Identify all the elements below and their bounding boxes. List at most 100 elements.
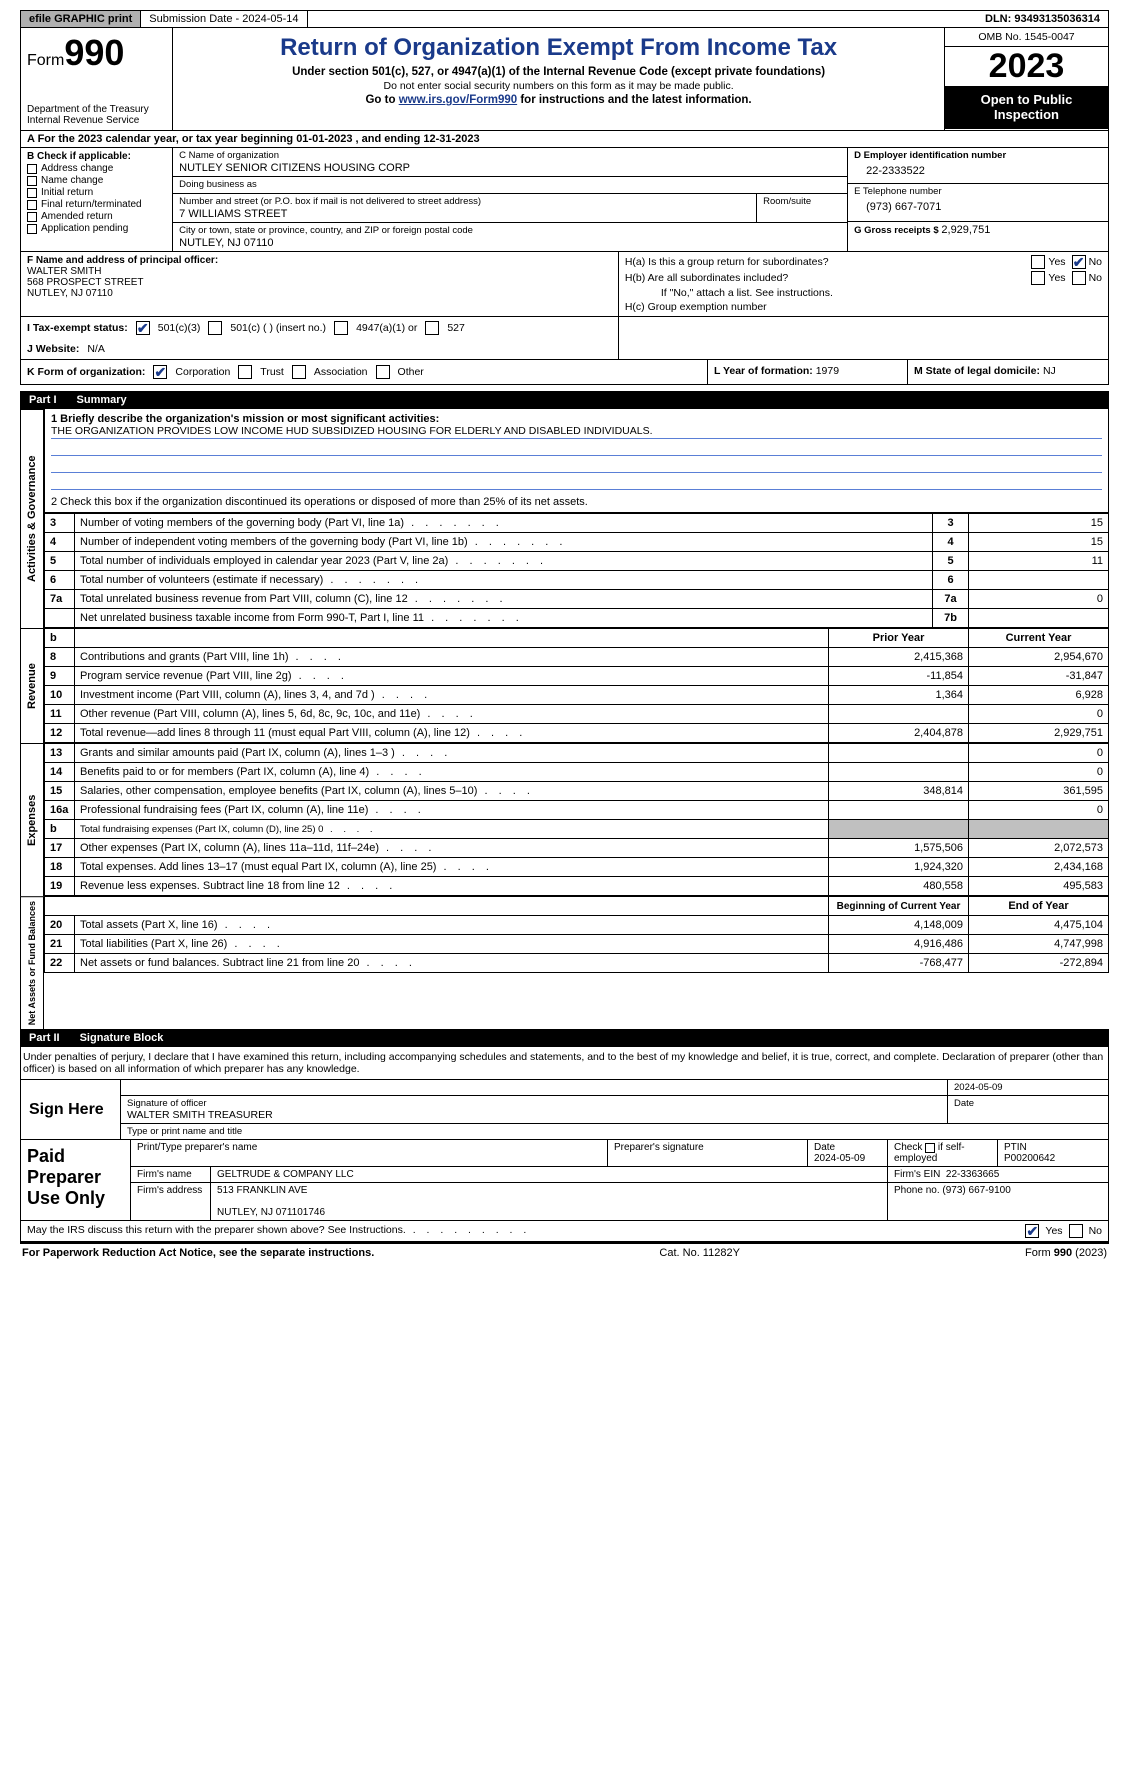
website-label: J Website: [27,343,79,355]
table-row: 9Program service revenue (Part VIII, lin… [45,667,1109,686]
table-row: 19Revenue less expenses. Subtract line 1… [45,877,1109,896]
website-value: N/A [87,343,105,355]
goto-line: Go to www.irs.gov/Form990 for instructio… [181,94,936,106]
city-state-zip: NUTLEY, NJ 07110 [179,236,841,249]
hdr-prior-year: Prior Year [829,629,969,648]
pp-sig-header: Preparer's signature [608,1140,808,1166]
table-row: 5Total number of individuals employed in… [45,552,1109,571]
form-header: Form990 Department of the Treasury Inter… [20,28,1109,131]
side-label-expenses: Expenses [20,743,44,896]
hdr-begin-year: Beginning of Current Year [829,897,969,916]
header-info-block: B Check if applicable: Address change Na… [20,148,1109,252]
527-checkbox[interactable] [425,321,439,335]
year-formation-label: L Year of formation: [714,365,813,377]
efile-print-button[interactable]: efile GRAPHIC print [21,11,141,27]
sign-date: 2024-05-09 [948,1080,1108,1095]
room-suite: Room/suite [757,194,847,222]
checkbox-address-change[interactable] [27,164,37,174]
hb-yes-checkbox[interactable] [1031,271,1045,285]
table-row: 6Total number of volunteers (estimate if… [45,571,1109,590]
trust-checkbox[interactable] [238,365,252,379]
cat-no: Cat. No. 11282Y [659,1247,740,1259]
gross-receipts-value: 2,929,751 [941,223,990,236]
part1-bar: Part I Summary [20,391,1109,409]
paid-preparer-label: Paid Preparer Use Only [21,1140,131,1220]
side-label-net-assets: Net Assets or Fund Balances [20,896,44,1029]
mission-text: THE ORGANIZATION PROVIDES LOW INCOME HUD… [51,425,1102,439]
pra-notice: For Paperwork Reduction Act Notice, see … [22,1247,374,1259]
assoc-checkbox[interactable] [292,365,306,379]
checkbox-name-change[interactable] [27,176,37,186]
501c-checkbox[interactable] [208,321,222,335]
irs-link[interactable]: www.irs.gov/Form990 [399,94,517,106]
checkbox-final-return[interactable] [27,200,37,210]
side-label-ag: Activities & Governance [20,409,44,628]
other-checkbox[interactable] [376,365,390,379]
line-2: 2 Check this box if the organization dis… [51,496,1102,508]
table-row: 8Contributions and grants (Part VIII, li… [45,648,1109,667]
4947-checkbox[interactable] [334,321,348,335]
corp-checkbox[interactable] [153,365,167,379]
dept-treasury: Department of the Treasury [27,104,166,115]
form-title: Return of Organization Exempt From Incom… [181,34,936,62]
hb-label: H(b) Are all subordinates included? [625,272,1026,284]
net-assets-table: Beginning of Current YearEnd of Year 20T… [44,896,1109,973]
firm-ein-label: Firm's EIN [894,1169,940,1180]
form-number: Form990 [27,32,166,74]
checkbox-initial-return[interactable] [27,188,37,198]
row-j: J Website: N/A [20,339,1109,360]
ha-no-checkbox[interactable] [1072,255,1086,269]
form-footer: Form 990 (2023) [1025,1247,1107,1259]
firm-phone: (973) 667-9100 [942,1185,1010,1196]
discuss-row: May the IRS discuss this return with the… [20,1221,1109,1242]
table-row: 16aProfessional fundraising fees (Part I… [45,801,1109,820]
table-row: 11Other revenue (Part VIII, column (A), … [45,705,1109,724]
ptin-label: PTIN [1004,1142,1027,1153]
part2-bar: Part II Signature Block [20,1029,1109,1047]
officer-sig-name: WALTER SMITH TREASURER [127,1109,941,1121]
hb-no-checkbox[interactable] [1072,271,1086,285]
date-label: Date [948,1096,1108,1123]
side-label-revenue: Revenue [20,628,44,743]
self-employed-checkbox[interactable] [925,1143,935,1153]
officer-name: WALTER SMITH [27,266,612,277]
ptin-value: P00200642 [1004,1153,1055,1164]
table-row: Net unrelated business taxable income fr… [45,609,1109,628]
tax-exempt-label: I Tax-exempt status: [27,322,128,334]
table-row: 21Total liabilities (Part X, line 26) . … [45,935,1109,954]
firm-ein: 22-3363665 [946,1169,999,1180]
perjury-statement: Under penalties of perjury, I declare th… [20,1047,1109,1080]
hc-label: H(c) Group exemption number [625,301,1102,313]
row-i: I Tax-exempt status: 501(c)(3) 501(c) ( … [20,317,1109,339]
checkbox-application-pending[interactable] [27,224,37,234]
irs-label: Internal Revenue Service [27,115,166,126]
mission-block: 1 Briefly describe the organization's mi… [44,409,1109,513]
501c3-checkbox[interactable] [136,321,150,335]
table-row: bTotal fundraising expenses (Part IX, co… [45,820,1109,839]
sig-of-officer-label: Signature of officer [127,1098,941,1109]
sign-here-label: Sign Here [21,1080,121,1139]
footer-line: For Paperwork Reduction Act Notice, see … [20,1242,1109,1262]
type-print-label: Type or print name and title [121,1124,1108,1139]
table-row: 3Number of voting members of the governi… [45,514,1109,533]
checkbox-amended-return[interactable] [27,212,37,222]
line-a-period: A For the 2023 calendar year, or tax yea… [20,131,1109,148]
firm-name-label: Firm's name [131,1167,211,1182]
firm-phone-label: Phone no. [894,1185,940,1196]
officer-city: NUTLEY, NJ 07110 [27,288,612,299]
ha-yes-checkbox[interactable] [1031,255,1045,269]
table-row: 13Grants and similar amounts paid (Part … [45,744,1109,763]
revenue-section: Revenue bPrior YearCurrent Year 8Contrib… [20,628,1109,743]
box-b-title: B Check if applicable: [27,151,166,162]
box-b: B Check if applicable: Address change Na… [21,148,173,251]
ssn-warning: Do not enter social security numbers on … [181,80,936,92]
pp-name-header: Print/Type preparer's name [131,1140,608,1166]
discuss-no-checkbox[interactable] [1069,1224,1083,1238]
pp-date-value: 2024-05-09 [814,1153,865,1164]
open-to-public: Open to PublicInspection [945,87,1108,129]
form-subtitle: Under section 501(c), 527, or 4947(a)(1)… [181,66,936,78]
domicile-label: M State of legal domicile: [914,365,1040,377]
table-row: 4Number of independent voting members of… [45,533,1109,552]
discuss-yes-checkbox[interactable] [1025,1224,1039,1238]
street-address: 7 WILLIAMS STREET [179,207,750,220]
